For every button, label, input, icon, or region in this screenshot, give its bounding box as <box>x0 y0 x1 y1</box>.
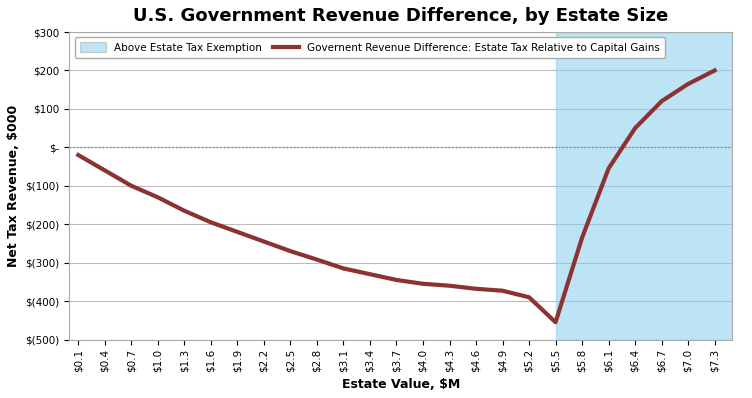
Y-axis label: Net Tax Revenue, $000: Net Tax Revenue, $000 <box>7 105 20 267</box>
Title: U.S. Government Revenue Difference, by Estate Size: U.S. Government Revenue Difference, by E… <box>133 7 669 25</box>
Bar <box>556 32 741 339</box>
Legend: Above Estate Tax Exemption, Governent Revenue Difference: Estate Tax Relative to: Above Estate Tax Exemption, Governent Re… <box>74 37 665 58</box>
X-axis label: Estate Value, $M: Estate Value, $M <box>341 378 460 391</box>
